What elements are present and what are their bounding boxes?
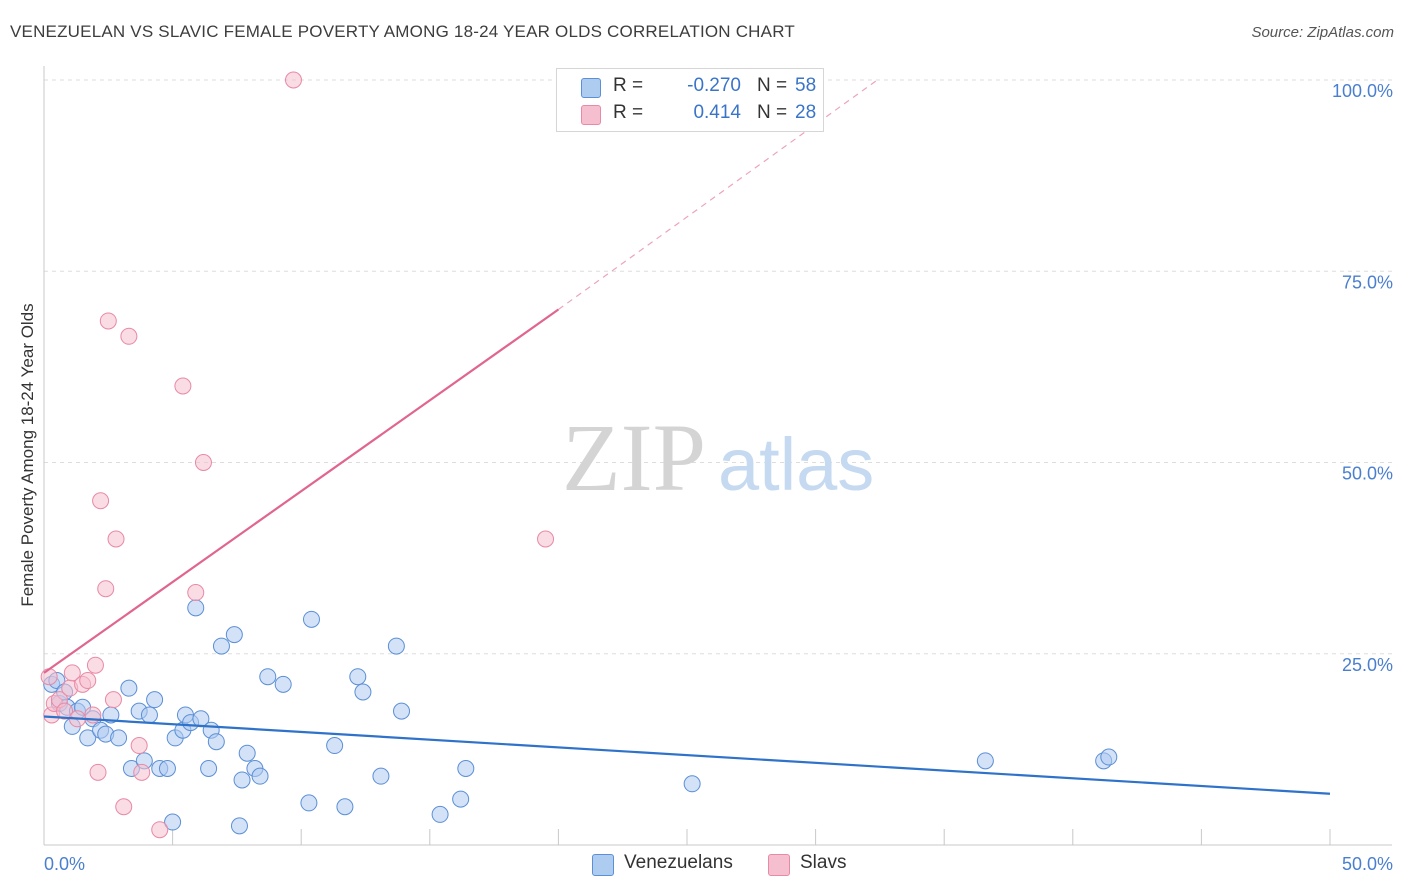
venezuelans-point: [354, 683, 372, 701]
venezuelans-point: [349, 668, 367, 686]
slavs-swatch: [581, 105, 601, 125]
venezuelans-point: [207, 733, 225, 751]
slavs-point: [187, 584, 205, 602]
chart-title: VENEZUELAN VS SLAVIC FEMALE POVERTY AMON…: [10, 22, 795, 41]
slavs-point: [174, 377, 192, 395]
watermark-atlas: atlas: [718, 423, 874, 506]
slavs-point: [120, 327, 138, 345]
slavs-point: [40, 668, 58, 686]
venezuelans-point: [251, 767, 269, 785]
legend-label: Slavs: [800, 852, 847, 873]
watermark-zip: ZIP: [562, 404, 706, 511]
slavs-point: [56, 702, 74, 720]
slavs-point: [107, 530, 125, 548]
venezuelans-point: [372, 767, 390, 785]
y-tick-label: 25.0%: [1342, 655, 1393, 675]
venezuelans-point: [140, 706, 158, 724]
slavs-point: [115, 798, 133, 816]
venezuelans-point: [683, 775, 701, 793]
venezuelans-point: [393, 702, 411, 720]
venezuelans-point: [187, 599, 205, 617]
venezuelans-point: [457, 760, 475, 777]
slavs-point: [284, 71, 302, 89]
venezuelans-legend-swatch: [592, 854, 614, 876]
n-value: 58: [795, 75, 817, 96]
venezuelans-point: [164, 813, 182, 831]
venezuelans-point: [158, 760, 176, 777]
y-tick-label: 50.0%: [1342, 464, 1393, 484]
n-label: N =: [757, 75, 788, 96]
venezuelans-point: [79, 729, 97, 747]
slavs-point: [151, 821, 169, 839]
data-points: [40, 71, 1118, 839]
y-tick-label: 75.0%: [1342, 272, 1393, 292]
correlation-stats-box: R = -0.270 N = 58 R = 0.414 N = 28: [556, 68, 824, 132]
slavs-point: [133, 763, 151, 781]
y-axis-title: Female Poverty Among 18-24 Year Olds: [18, 303, 37, 607]
grid-lines: [44, 79, 1392, 655]
slavs-series: [40, 71, 555, 839]
venezuelans-point: [326, 737, 344, 755]
venezuelans-point: [146, 691, 164, 709]
venezuelans-point: [233, 771, 251, 789]
venezuelans-point: [431, 805, 449, 823]
slavs-point: [104, 691, 122, 709]
venezuelans-point: [238, 744, 256, 762]
venezuelans-point: [200, 760, 218, 777]
tick-labels: 25.0% 50.0% 75.0% 100.0% 0.0% 50.0%: [44, 81, 1393, 874]
venezuelans-point: [230, 817, 248, 835]
venezuelans-point: [274, 675, 292, 693]
source-credit: Source: ZipAtlas.com: [1251, 24, 1394, 41]
n-label: N =: [757, 102, 788, 123]
venezuelans-point: [300, 794, 318, 812]
r-value: -0.270: [687, 75, 741, 96]
slavs-point: [92, 492, 110, 510]
slavs-point: [89, 763, 107, 781]
trend-lines: [43, 79, 1331, 795]
slavs-point: [79, 672, 97, 690]
venezuelans-point: [387, 637, 405, 655]
r-value: 0.414: [693, 102, 741, 123]
venezuelans-point: [120, 679, 138, 697]
x-tick-label: 0.0%: [44, 854, 85, 874]
slavs-point: [537, 530, 555, 548]
n-value: 28: [795, 102, 817, 123]
venezuelans-point: [225, 626, 243, 644]
venezuelans-trend-line: [43, 715, 1331, 795]
slavs-point: [97, 580, 115, 598]
slavs-point: [86, 656, 104, 674]
slavs-point: [63, 664, 81, 682]
legend-label: Venezuelans: [624, 852, 733, 873]
venezuelans-swatch: [581, 78, 601, 98]
venezuelans-point: [452, 790, 470, 808]
venezuelans-series: [43, 599, 1118, 835]
slavs-point: [99, 312, 117, 330]
slavs-legend-swatch: [768, 854, 790, 876]
venezuelans-point: [1100, 748, 1118, 766]
venezuelans-point: [212, 637, 230, 655]
x-tick-label: 50.0%: [1342, 854, 1393, 874]
venezuelans-point: [110, 729, 128, 747]
venezuelans-point: [259, 668, 277, 686]
venezuelans-point: [976, 752, 994, 770]
venezuelans-point: [336, 798, 354, 816]
r-label: R =: [613, 75, 644, 96]
slavs-point: [194, 454, 212, 471]
watermark: ZIP atlas: [562, 404, 874, 511]
y-tick-label: 100.0%: [1332, 81, 1393, 101]
slavs-point: [130, 737, 148, 755]
r-label: R =: [613, 102, 644, 123]
slavs-trend-line: [43, 308, 560, 674]
venezuelans-point: [302, 610, 320, 628]
